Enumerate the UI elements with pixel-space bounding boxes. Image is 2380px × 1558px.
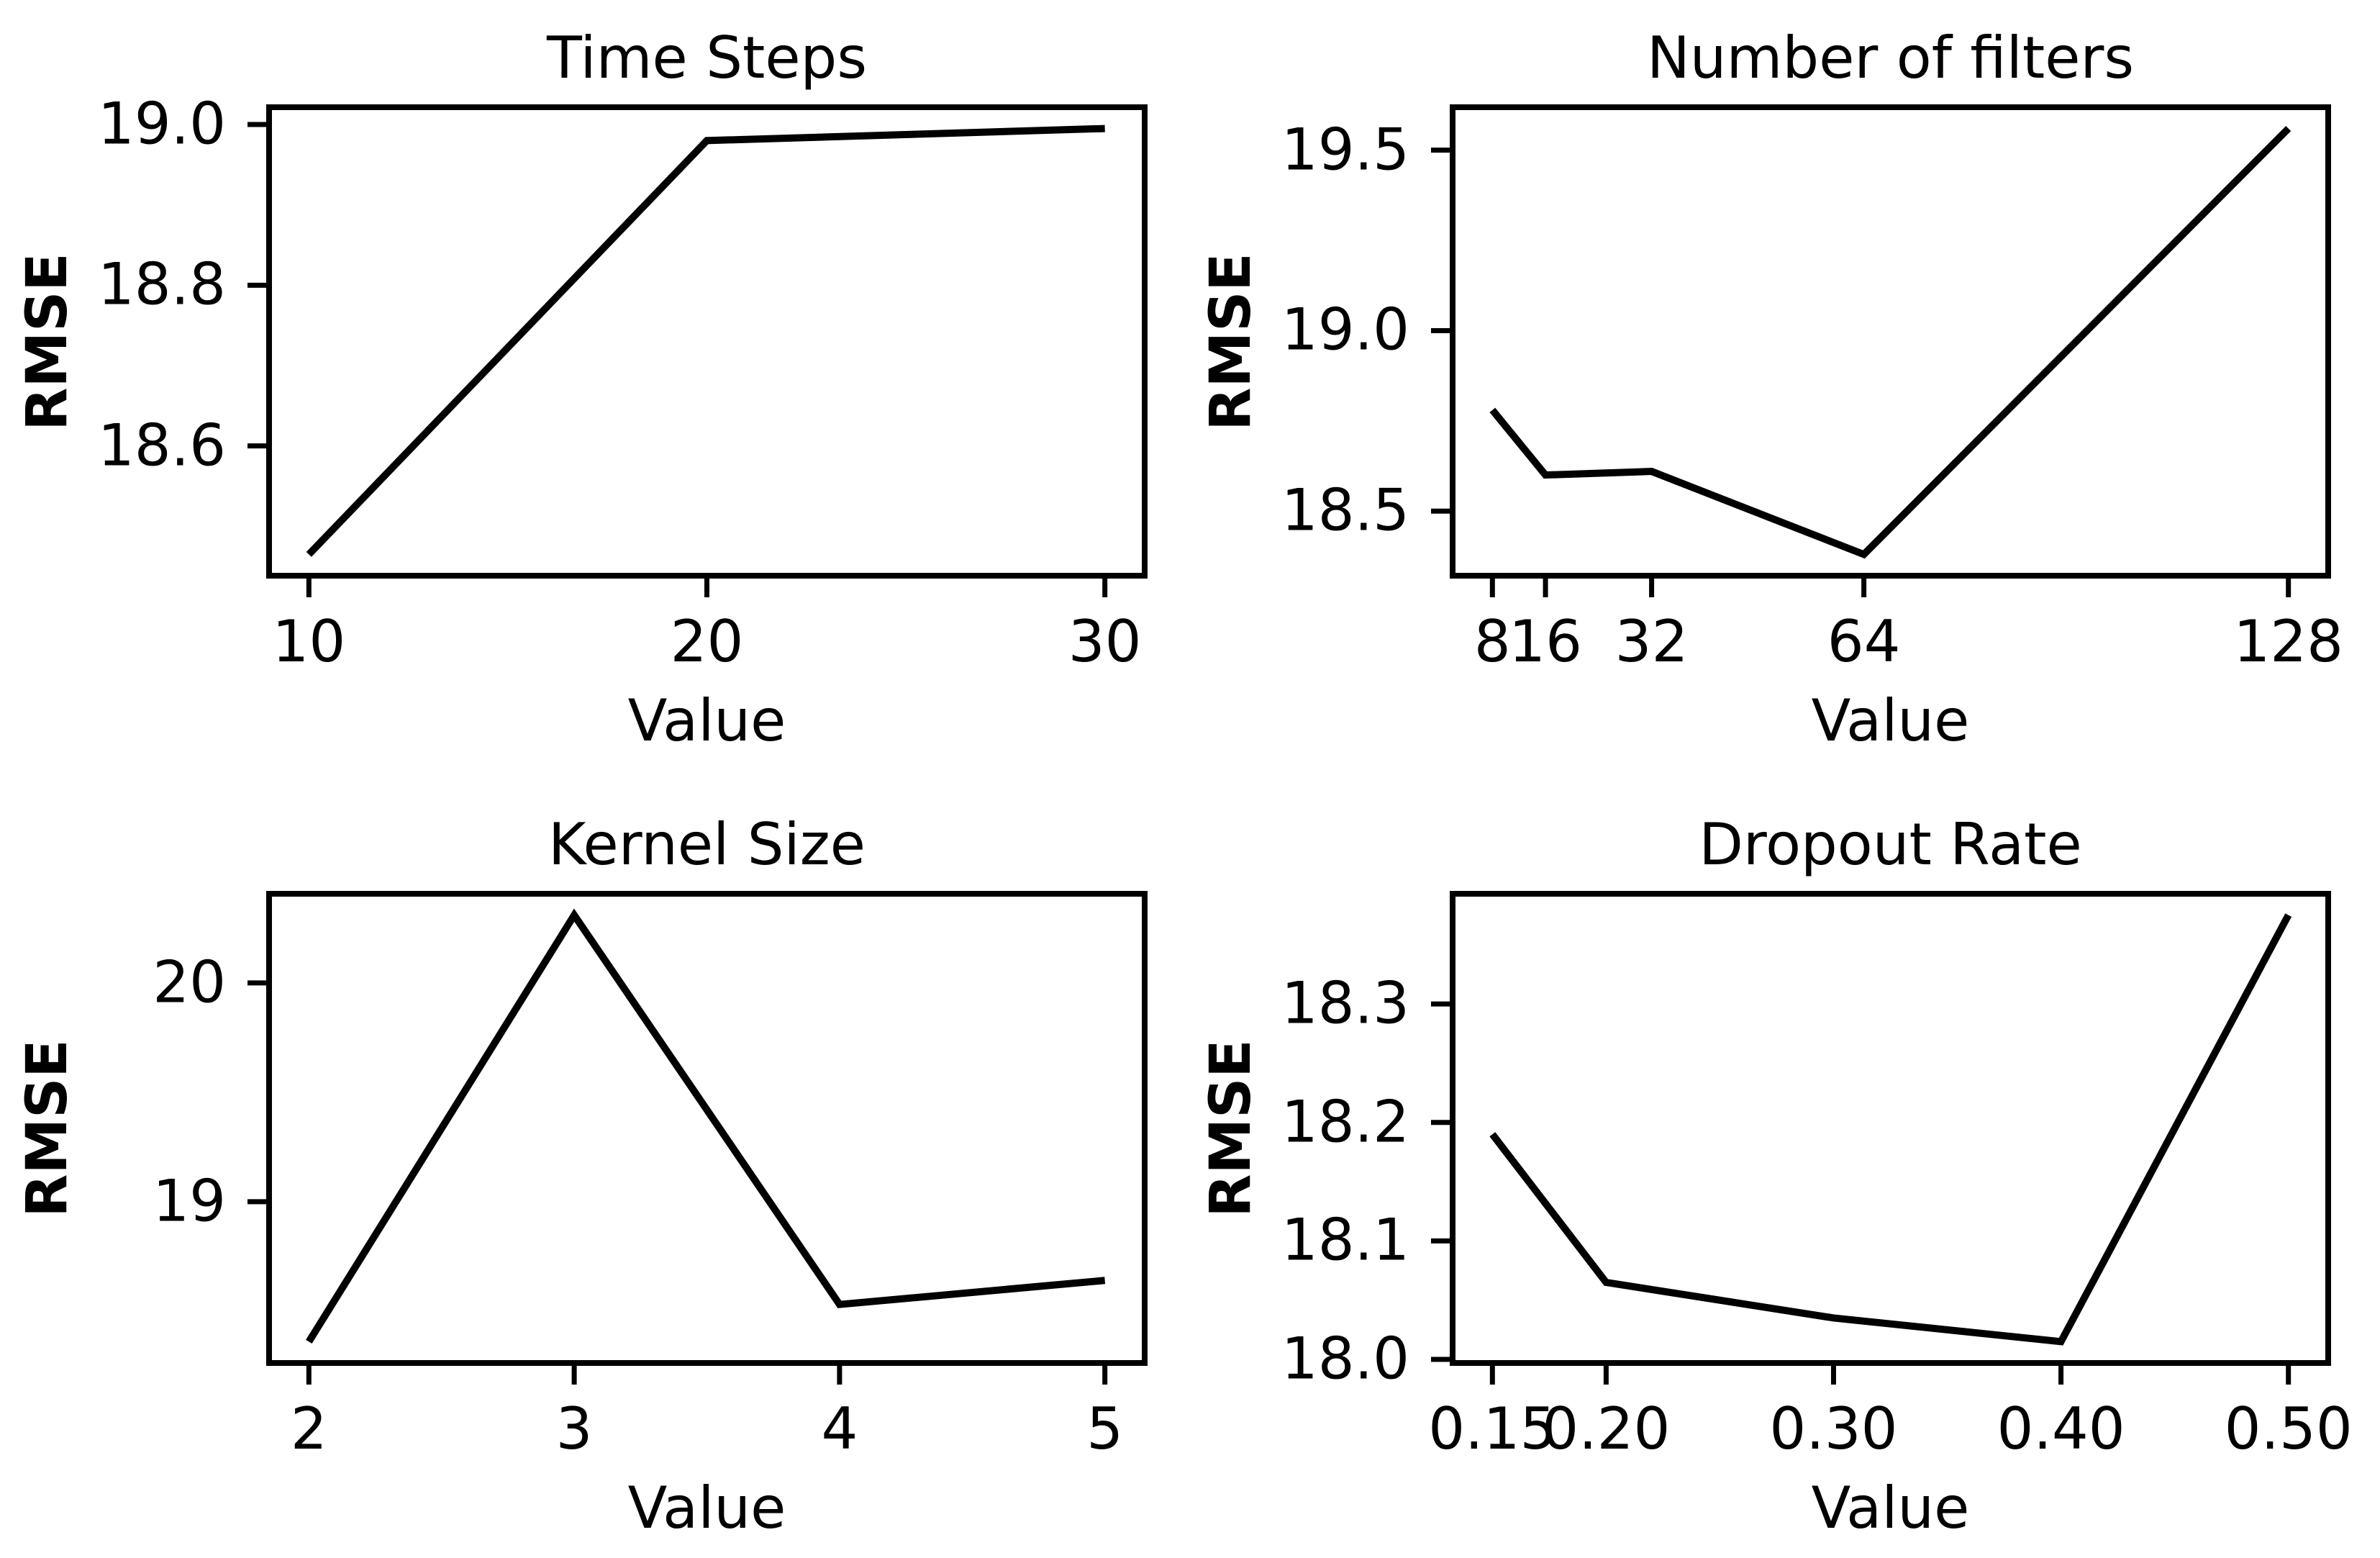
chart-title: Kernel Size xyxy=(548,811,866,878)
x-tick-label: 4 xyxy=(821,1395,858,1462)
data-line xyxy=(306,124,1105,557)
y-tick-label: 19.0 xyxy=(97,90,226,158)
data-line xyxy=(1489,913,2292,1346)
y-axis-label: RMSE xyxy=(1198,1039,1263,1218)
x-tick-label: 0.15 xyxy=(1428,1395,1557,1462)
axes-spines xyxy=(266,891,1148,1366)
plot-area-number-of-filters xyxy=(1431,104,2331,597)
x-tick-label: 8 xyxy=(1473,608,1511,675)
y-tick-label: 18.0 xyxy=(1281,1325,1409,1392)
x-tick-label: 5 xyxy=(1086,1395,1124,1462)
plot-area-time-steps xyxy=(247,104,1148,597)
y-tick-label: 19.0 xyxy=(1281,296,1409,364)
x-tick-label: 20 xyxy=(670,608,744,675)
y-tick-label: 19 xyxy=(153,1167,226,1235)
data-line xyxy=(1489,126,2292,559)
x-tick-label: 0.50 xyxy=(2224,1395,2353,1462)
y-axis-label: RMSE xyxy=(14,1039,80,1218)
y-ticks xyxy=(1431,1001,1450,1362)
data-line xyxy=(306,908,1106,1344)
x-tick-label: 0.40 xyxy=(1997,1395,2125,1462)
x-ticks xyxy=(306,579,1108,597)
x-tick-label: 30 xyxy=(1068,608,1142,675)
x-tick-label: 64 xyxy=(1827,608,1901,675)
y-tick-label: 18.6 xyxy=(97,412,226,479)
y-tick-label: 18.3 xyxy=(1281,969,1409,1037)
plot-area-dropout-rate xyxy=(1431,891,2331,1385)
x-tick-label: 10 xyxy=(272,608,346,675)
chart-title: Number of filters xyxy=(1646,24,2135,91)
x-axis-label: Value xyxy=(1811,687,1970,754)
axes-spines xyxy=(266,104,1148,579)
x-ticks xyxy=(1489,579,2292,597)
y-tick-label: 18.2 xyxy=(1281,1088,1409,1156)
y-tick-label: 20 xyxy=(153,948,226,1016)
y-tick-label: 18.8 xyxy=(97,250,226,318)
axes-spines xyxy=(1450,104,2331,579)
x-ticks xyxy=(1489,1366,2292,1385)
x-tick-label: 2 xyxy=(290,1395,327,1462)
x-tick-label: 128 xyxy=(2233,608,2344,675)
x-tick-label: 16 xyxy=(1509,608,1582,675)
x-axis-label: Value xyxy=(627,687,786,754)
x-tick-label: 3 xyxy=(555,1395,593,1462)
y-axis-label: RMSE xyxy=(1198,252,1263,431)
axes-spines xyxy=(1450,891,2331,1366)
y-axis-label: RMSE xyxy=(14,252,80,431)
x-tick-label: 0.30 xyxy=(1769,1395,1898,1462)
plot-area-kernel-size xyxy=(247,891,1148,1385)
x-tick-label: 32 xyxy=(1614,608,1689,675)
y-tick-label: 18.1 xyxy=(1281,1207,1409,1274)
y-ticks xyxy=(1431,148,1450,514)
y-ticks xyxy=(247,980,266,1205)
x-axis-label: Value xyxy=(627,1475,786,1541)
x-ticks xyxy=(306,1366,1108,1385)
chart-title: Time Steps xyxy=(546,24,868,91)
y-tick-label: 18.5 xyxy=(1281,476,1409,544)
y-tick-label: 19.5 xyxy=(1281,116,1409,184)
y-ticks xyxy=(247,122,266,449)
chart-title: Dropout Rate xyxy=(1699,811,2082,878)
x-tick-label: 0.20 xyxy=(1542,1395,1671,1462)
x-axis-label: Value xyxy=(1811,1475,1970,1541)
